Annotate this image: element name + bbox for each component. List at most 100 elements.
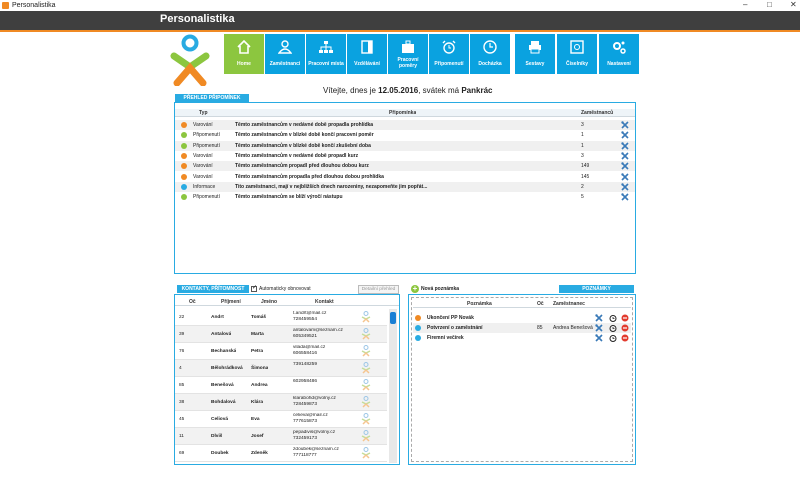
reminder-row[interactable]: Varování Těmto zaměstnancům propadl před … <box>175 161 635 172</box>
contact-details: vilada@mail.cz 606558416 <box>293 345 357 362</box>
reminders-table-header: Typ Připomínka Zaměstnanců <box>175 109 635 117</box>
nav-home[interactable]: Home <box>224 34 264 74</box>
add-note-label[interactable]: Nová poznámka <box>421 286 460 292</box>
note-row[interactable]: Potvrzení o zaměstnání 85 Andrea Benešová <box>413 323 631 333</box>
col-note-oc: Oč <box>537 301 544 307</box>
contact-oc: 38 <box>179 400 185 405</box>
contact-row[interactable]: 39 Antalová Marta antalovam@seznam.cz 605349… <box>175 326 387 343</box>
tools-icon[interactable] <box>621 131 629 139</box>
reminder-row[interactable]: Informace Tito zaměstnanci, mají v nejbli… <box>175 181 635 192</box>
tools-icon[interactable] <box>621 172 629 181</box>
contact-row[interactable]: 85 Benešová Andrea 602958486 <box>175 377 387 394</box>
contact-email[interactable]: celieva@mail.cz <box>293 413 328 418</box>
tools-icon[interactable] <box>621 193 629 201</box>
reminder-row[interactable]: Varování Těmto zaměstnancům propadla před… <box>175 172 635 182</box>
clock-icon <box>483 40 497 54</box>
reminder-text: Těmto zaměstnancům propadl před dlouhou … <box>235 163 369 170</box>
header-accent-line <box>0 30 800 32</box>
contact-email[interactable]: pepadivis@volny.cz <box>293 430 336 435</box>
contact-row[interactable]: 45 Celiová Eva celieva@mail.cz 777615873 <box>175 411 387 428</box>
contact-name: Šimona <box>251 366 269 371</box>
alarm-clock-icon[interactable] <box>609 314 617 322</box>
tools-icon[interactable] <box>595 334 603 342</box>
tools-icon[interactable] <box>621 162 629 170</box>
contacts-scrollbar[interactable] <box>389 309 397 463</box>
nav-attendance[interactable]: Docházka <box>470 34 510 74</box>
col-name: Jméno <box>261 299 278 305</box>
contact-email[interactable]: zdoubek@seznam.cz <box>293 447 339 452</box>
contact-row[interactable]: 38 Bohdalová Klára klarabohd@volny.cz 728459… <box>175 394 387 411</box>
tab-contacts-presence[interactable]: KONTAKTY, PŘÍTOMNOST <box>177 285 249 293</box>
reminder-text: Těmto zaměstnancům v nedávné době propad… <box>235 152 359 159</box>
tab-reminders-overview[interactable]: PŘEHLED PŘIPOMÍNEK <box>175 94 249 102</box>
contact-name: Marta <box>251 332 264 337</box>
contact-row[interactable]: 4 Bělohrádková Šimona 739148259 <box>175 360 387 377</box>
auto-refresh-checkbox[interactable]: ✓ <box>251 285 258 292</box>
reminder-text: Těmto zaměstnancům v nedávné době propad… <box>235 122 374 128</box>
tools-icon[interactable] <box>621 141 629 150</box>
reminder-text: Těmto zaměstnancům se blíží výročí nástu… <box>235 194 343 201</box>
note-row[interactable]: Ukončení PP Novák <box>413 313 631 323</box>
close-button[interactable]: ✕ <box>790 0 797 9</box>
reminder-row[interactable]: Připomenutí Těmto zaměstnancům v blízké d… <box>175 130 635 140</box>
app-header: Personalistika <box>0 11 800 30</box>
contact-oc: 22 <box>179 315 185 320</box>
maximize-button[interactable]: □ <box>767 0 772 9</box>
presence-person-icon <box>361 311 371 323</box>
contact-row[interactable]: 76 Bechanská Petra vilada@mail.cz 606558416 <box>175 343 387 360</box>
gears-icon <box>613 41 626 54</box>
tools-icon[interactable] <box>621 152 629 160</box>
nav-employment[interactable]: Pracovní poměry <box>388 34 428 74</box>
nav-job-positions[interactable]: Pracovní místa <box>306 34 346 74</box>
nav-reminders[interactable]: Připomenutí <box>429 34 469 74</box>
detail-overview-button[interactable]: Detailní přehled <box>358 285 399 294</box>
printer-icon <box>529 41 541 54</box>
tab-notes[interactable]: POZNÁMKY <box>559 285 634 293</box>
reminder-status-dot <box>181 173 187 180</box>
tools-icon[interactable] <box>595 324 603 332</box>
contact-email[interactable]: t.andrt@mail.cz <box>293 311 327 316</box>
reminder-status-dot <box>181 194 187 201</box>
contact-email[interactable]: antalovam@seznam.cz <box>293 328 343 333</box>
tools-icon[interactable] <box>595 314 603 322</box>
contact-row[interactable]: 69 Doubek Zdeněk zdoubek@seznam.cz 777118777 <box>175 445 387 462</box>
tools-icon[interactable] <box>621 183 629 191</box>
nav-label-employees: Zaměstnanci <box>269 61 301 67</box>
minimize-button[interactable]: – <box>743 0 748 9</box>
alarm-clock-icon <box>442 40 456 54</box>
contact-name: Josef <box>251 434 264 439</box>
delete-icon[interactable] <box>621 334 629 342</box>
nav-reports[interactable]: Sestavy <box>515 34 555 74</box>
nav-employees[interactable]: Zaměstnanci <box>265 34 305 74</box>
reminder-type: Varování <box>193 173 213 180</box>
col-note-employee: Zaměstnanec <box>553 301 585 307</box>
col-contact: Kontakt <box>315 299 334 305</box>
contact-row[interactable]: 11 Dlviš Josef pepadivis@volny.cz 732459173 <box>175 428 387 445</box>
delete-icon[interactable] <box>621 324 629 332</box>
alarm-clock-icon[interactable] <box>609 334 617 342</box>
contact-details: klarabohd@volny.cz 728459873 <box>293 396 357 413</box>
reminder-row[interactable]: Varování Těmto zaměstnancům v nedávné dob… <box>175 151 635 161</box>
nav-education[interactable]: Vzdělávání <box>347 34 387 74</box>
reminder-row[interactable]: Připomenutí Těmto zaměstnancům se blíží v… <box>175 192 635 202</box>
reminder-count: 5 <box>581 194 584 201</box>
nav-codebooks[interactable]: Číselníky <box>557 34 597 74</box>
contact-surname: Bohdalová <box>211 400 236 405</box>
contact-email[interactable]: vilada@mail.cz <box>293 345 326 350</box>
note-status-dot <box>415 335 421 341</box>
note-title: Ukončení PP Novák <box>427 315 474 321</box>
contact-email[interactable]: klarabohd@volny.cz <box>293 396 336 401</box>
tools-icon[interactable] <box>621 121 629 129</box>
note-row[interactable]: Firemní večírek <box>413 333 631 343</box>
nav-label-job-positions: Pracovní místa <box>308 61 344 67</box>
alarm-clock-icon[interactable] <box>609 324 617 332</box>
reminder-row[interactable]: Připomenutí Těmto zaměstnancům v blízké d… <box>175 140 635 151</box>
add-note-icon[interactable]: + <box>411 284 419 293</box>
delete-icon[interactable] <box>621 314 629 322</box>
reminder-row[interactable]: Varování Těmto zaměstnancům v nedávné dob… <box>175 120 635 130</box>
reminder-text: Těmto zaměstnancům propadla před dlouhou… <box>235 173 384 180</box>
nav-settings[interactable]: Nastavení <box>599 34 639 74</box>
col-oc: Oč <box>189 299 196 305</box>
contacts-scrollbar-thumb[interactable] <box>390 312 396 324</box>
contact-row[interactable]: 22 Andrt Tomáš t.andrt@mail.cz 728459554 <box>175 309 387 326</box>
